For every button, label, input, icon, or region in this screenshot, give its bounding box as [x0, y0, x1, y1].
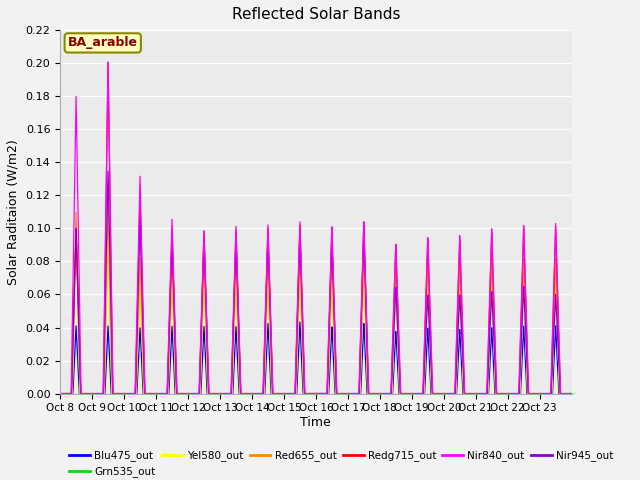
Yel580_out	[447, 391, 454, 396]
Grn535_out	[104, 221, 112, 227]
Grn535_out	[297, 286, 305, 292]
Line: Redg715_out: Redg715_out	[60, 62, 572, 394]
Grn535_out	[368, 391, 376, 396]
Blu475_out	[297, 336, 305, 342]
Redg715_out	[568, 391, 575, 396]
Yel580_out	[355, 391, 362, 396]
Yel580_out	[297, 286, 305, 292]
Red655_out	[56, 391, 64, 396]
Grn535_out	[568, 391, 575, 396]
Line: Red655_out: Red655_out	[60, 204, 572, 394]
Blu475_out	[296, 319, 304, 325]
Red655_out	[253, 391, 260, 396]
Nir840_out	[355, 391, 362, 396]
Redg715_out	[74, 290, 82, 296]
Nir840_out	[74, 202, 82, 208]
Line: Blu475_out: Blu475_out	[60, 322, 572, 394]
Nir945_out	[104, 168, 112, 174]
Nir945_out	[447, 391, 454, 396]
Nir945_out	[368, 391, 376, 396]
Blu475_out	[447, 391, 454, 396]
Blu475_out	[253, 391, 260, 396]
Line: Yel580_out: Yel580_out	[60, 224, 572, 394]
Grn535_out	[253, 391, 260, 396]
Red655_out	[104, 201, 112, 207]
Nir840_out	[568, 391, 575, 396]
Nir840_out	[56, 391, 64, 396]
Red655_out	[297, 277, 305, 283]
Nir945_out	[568, 391, 575, 396]
Redg715_out	[447, 391, 454, 396]
Redg715_out	[104, 60, 112, 65]
Nir840_out	[253, 391, 260, 396]
Title: Reflected Solar Bands: Reflected Solar Bands	[232, 7, 400, 22]
Red655_out	[368, 391, 376, 396]
Blu475_out	[368, 391, 376, 396]
Line: Nir945_out: Nir945_out	[60, 171, 572, 394]
Yel580_out	[74, 304, 82, 310]
Redg715_out	[253, 391, 260, 396]
Nir840_out	[297, 245, 305, 251]
Blu475_out	[56, 391, 64, 396]
Blu475_out	[568, 391, 575, 396]
Grn535_out	[74, 304, 82, 310]
Grn535_out	[56, 391, 64, 396]
Line: Grn535_out: Grn535_out	[60, 224, 572, 394]
Nir840_out	[104, 59, 112, 65]
Nir945_out	[253, 391, 260, 396]
X-axis label: Time: Time	[301, 416, 332, 429]
Redg715_out	[56, 391, 64, 396]
Legend: Blu475_out, Grn535_out, Yel580_out, Red655_out, Redg715_out, Nir840_out, Nir945_: Blu475_out, Grn535_out, Yel580_out, Red6…	[65, 446, 618, 480]
Redg715_out	[297, 250, 305, 255]
Nir945_out	[355, 391, 362, 396]
Red655_out	[355, 391, 362, 396]
Nir945_out	[74, 289, 82, 295]
Yel580_out	[253, 391, 260, 396]
Nir945_out	[56, 391, 64, 396]
Nir840_out	[368, 391, 376, 396]
Red655_out	[447, 391, 454, 396]
Redg715_out	[368, 391, 376, 396]
Grn535_out	[447, 391, 454, 396]
Line: Nir840_out: Nir840_out	[60, 62, 572, 394]
Nir840_out	[447, 391, 454, 396]
Blu475_out	[74, 361, 82, 367]
Blu475_out	[355, 391, 362, 396]
Y-axis label: Solar Raditaion (W/m2): Solar Raditaion (W/m2)	[7, 139, 20, 285]
Redg715_out	[355, 391, 362, 396]
Text: BA_arable: BA_arable	[68, 36, 138, 49]
Grn535_out	[355, 391, 362, 396]
Yel580_out	[56, 391, 64, 396]
Yel580_out	[368, 391, 376, 396]
Red655_out	[568, 391, 575, 396]
Yel580_out	[104, 221, 112, 227]
Nir945_out	[297, 253, 305, 259]
Yel580_out	[568, 391, 575, 396]
Red655_out	[74, 288, 82, 294]
